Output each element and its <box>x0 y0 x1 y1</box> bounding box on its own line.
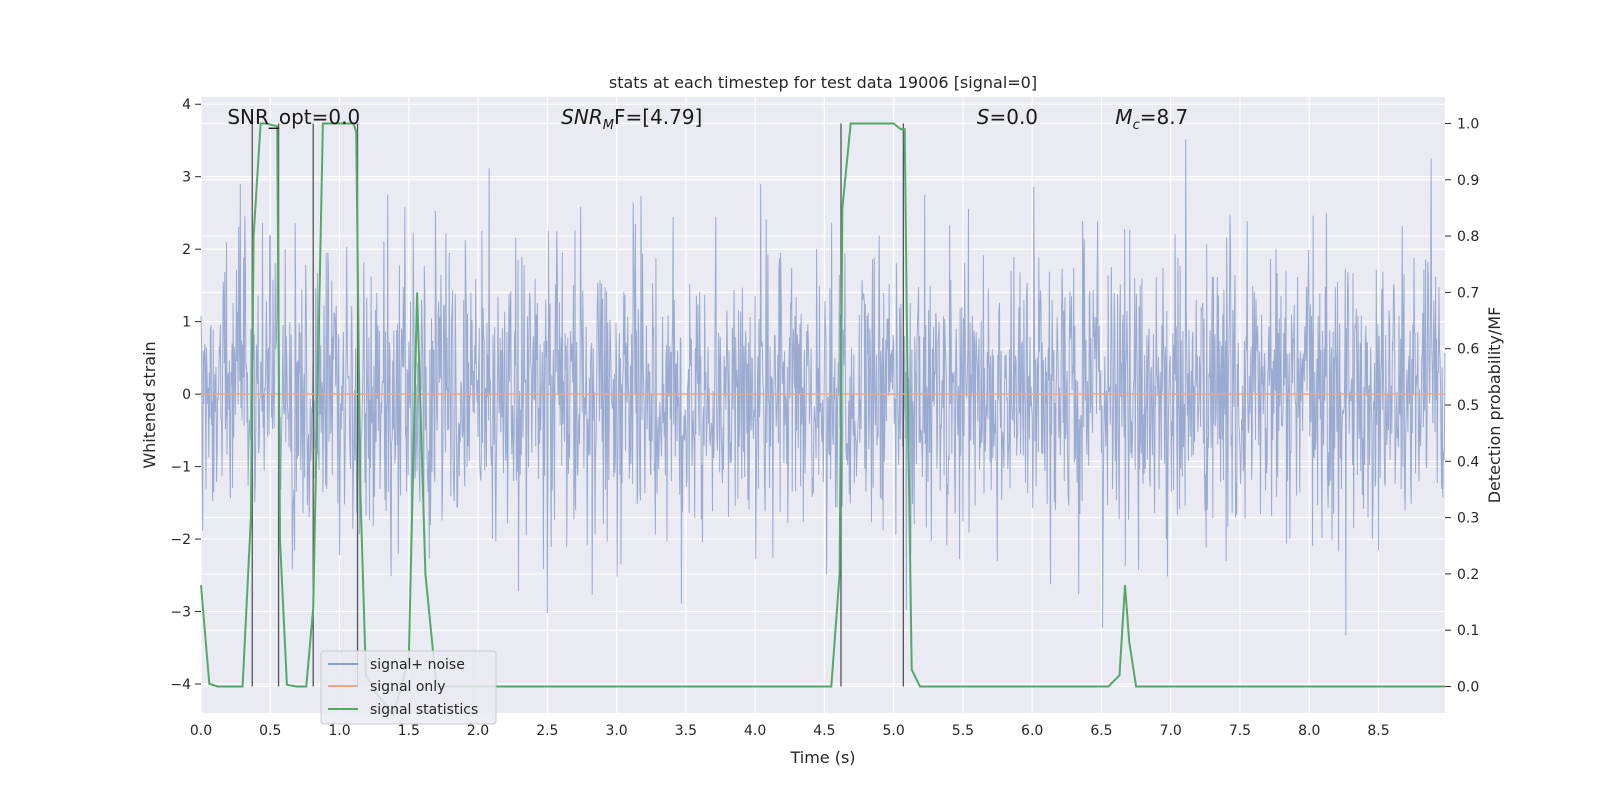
x-tick-label: 4.5 <box>813 723 835 739</box>
y-tick-label-right: 0.8 <box>1457 229 1479 245</box>
legend-box <box>320 650 497 725</box>
signal-noise-line <box>200 139 1446 636</box>
y-tick-label-right: 0.3 <box>1457 511 1479 527</box>
x-tick-label: 7.5 <box>1229 723 1251 739</box>
chart-title: stats at each timestep for test data 190… <box>609 73 1037 92</box>
y-tick-label-left: −1 <box>170 460 191 476</box>
x-tick-label: 8.0 <box>1298 723 1320 739</box>
annotation: SNRMF=[4.79] <box>561 105 702 133</box>
y-tick-labels-right: 0.0 0.1 0.2 0.3 0.4 0.5 0.6 0.7 0.8 0.9 1.0 <box>1445 116 1479 696</box>
y-tick-label-left: 0 <box>182 387 191 403</box>
legend-label-signal-only: signal only <box>370 679 445 695</box>
x-tick-label: 2.0 <box>467 723 489 739</box>
noise-series <box>200 139 1446 636</box>
y-tick-label-left: 2 <box>182 242 191 258</box>
x-tick-label: 0.5 <box>259 723 281 739</box>
y-tick-label-right: 0.5 <box>1457 398 1479 414</box>
y-axis-label-left: Whitened strain <box>140 341 159 468</box>
x-tick-label: 6.5 <box>1090 723 1112 739</box>
signal-statistics-line <box>200 122 1445 717</box>
annotations: SNR_opt=0.0 SNRMF=[4.79] S=0.0 Mc=8.7 <box>227 105 1188 133</box>
x-tick-label: 1.0 <box>328 723 350 739</box>
y-axis-label-right: Detection probability/MF <box>1485 307 1504 504</box>
y-tick-label-left: 4 <box>182 97 191 113</box>
line-series <box>200 122 1445 717</box>
y-tick-label-right: 0.0 <box>1457 680 1479 696</box>
x-tick-label: 5.0 <box>883 723 905 739</box>
x-tick-label: 1.5 <box>398 723 420 739</box>
y-tick-label-right: 0.6 <box>1457 342 1479 358</box>
y-tick-label-right: 0.2 <box>1457 567 1479 583</box>
x-tick-label: 0.0 <box>190 723 212 739</box>
legend: signal+ noise signal only signal statist… <box>320 650 497 725</box>
x-tick-label: 5.5 <box>952 723 974 739</box>
x-axis-label: Time (s) <box>789 748 855 767</box>
y-tick-label-right: 0.9 <box>1457 173 1479 189</box>
x-tick-label: 4.0 <box>744 723 766 739</box>
x-tick-label: 6.0 <box>1021 723 1043 739</box>
y-tick-label-right: 1.0 <box>1457 116 1479 132</box>
annotation: Mc=8.7 <box>1115 105 1188 133</box>
y-tick-label-left: −4 <box>170 677 191 693</box>
annotation: S=0.0 <box>977 105 1038 129</box>
x-tick-label: 3.5 <box>675 723 697 739</box>
x-tick-label: 7.0 <box>1160 723 1182 739</box>
y-tick-label-left: 3 <box>182 170 191 186</box>
x-tick-label: 3.0 <box>605 723 627 739</box>
legend-label-signal-noise: signal+ noise <box>370 657 465 673</box>
x-tick-labels: 0.0 0.5 1.0 1.5 2.0 2.5 3.0 3.5 4.0 4.5 5.0 5.5 6.0 6… <box>190 723 1390 739</box>
y-tick-label-left: −3 <box>170 605 191 621</box>
annotation: SNR_opt=0.0 <box>227 105 360 129</box>
y-tick-label-left: −2 <box>170 532 191 548</box>
legend-label-signal-statistics: signal statistics <box>370 702 478 718</box>
y-tick-labels-left: −4 −3 −2 −1 0 1 2 3 4 <box>170 97 201 693</box>
x-tick-label: 8.5 <box>1367 723 1389 739</box>
y-tick-label-left: 1 <box>182 315 191 331</box>
y-tick-label-right: 0.7 <box>1457 285 1479 301</box>
x-tick-label: 2.5 <box>536 723 558 739</box>
y-tick-label-right: 0.1 <box>1457 623 1479 639</box>
y-tick-label-right: 0.4 <box>1457 454 1479 470</box>
